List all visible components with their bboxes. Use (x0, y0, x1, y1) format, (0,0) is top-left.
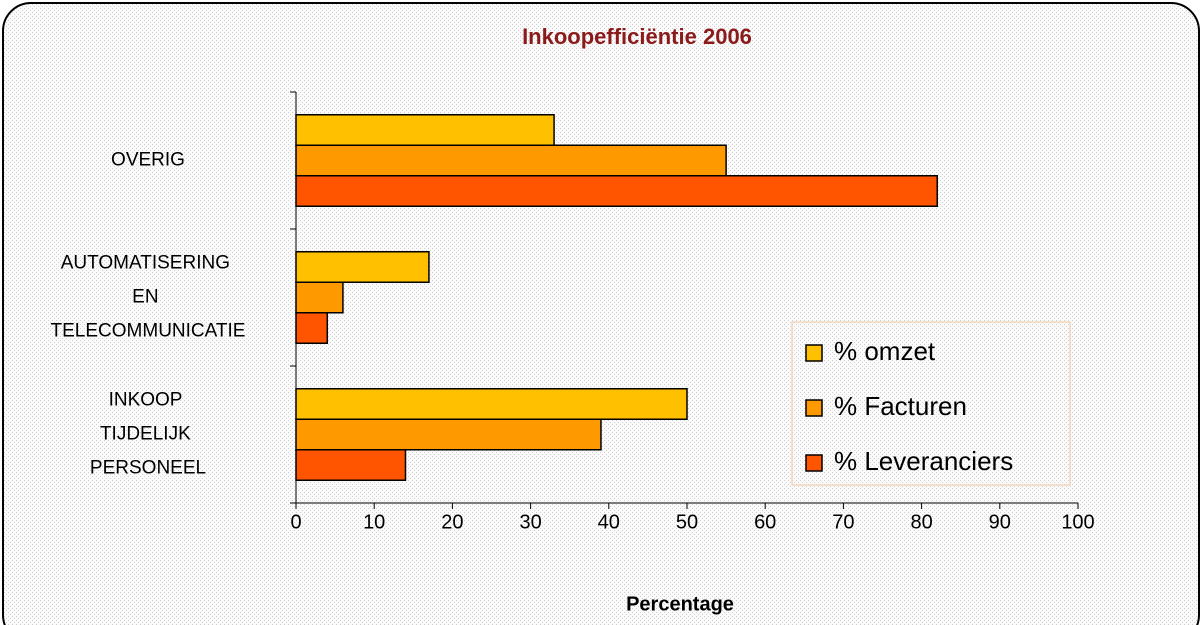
x-tick-label: 30 (519, 511, 541, 533)
y-tick-label: INKOOP TIJDELIJK PERSONEEL (90, 390, 206, 479)
x-tick-label: 90 (989, 511, 1011, 533)
bar (295, 449, 407, 481)
bar (295, 251, 430, 283)
bar (295, 418, 602, 451)
x-tick-label: 80 (910, 511, 932, 533)
legend-label: % Facturen (834, 391, 967, 421)
x-tick-label: 20 (441, 511, 463, 533)
x-tick-label: 50 (676, 511, 698, 533)
y-tick-label: OVERIG (111, 150, 185, 171)
bar (295, 388, 688, 420)
legend-label: % omzet (834, 336, 936, 366)
legend-swatch (805, 454, 823, 472)
legend-label: % Leveranciers (834, 446, 1013, 476)
x-tick-label: 0 (290, 511, 301, 533)
legend-swatch (805, 344, 823, 362)
x-axis-title: Percentage (626, 593, 734, 615)
x-tick-label: 70 (832, 511, 854, 533)
x-tick-label: 60 (754, 511, 776, 533)
bar (295, 175, 938, 207)
x-tick-label: 100 (1061, 511, 1094, 533)
chart-title: Inkoopefficiëntie 2006 (522, 24, 752, 49)
x-tick-label: 40 (598, 511, 620, 533)
legend-box (791, 321, 1071, 486)
x-tick-label: 10 (363, 511, 385, 533)
legend-swatch (805, 399, 823, 417)
y-tick-label: AUTOMATISERING EN TELECOMMUNICATIE (51, 253, 246, 342)
bar (295, 114, 555, 146)
bar (295, 144, 727, 177)
bar (295, 312, 329, 344)
bar (295, 281, 344, 314)
